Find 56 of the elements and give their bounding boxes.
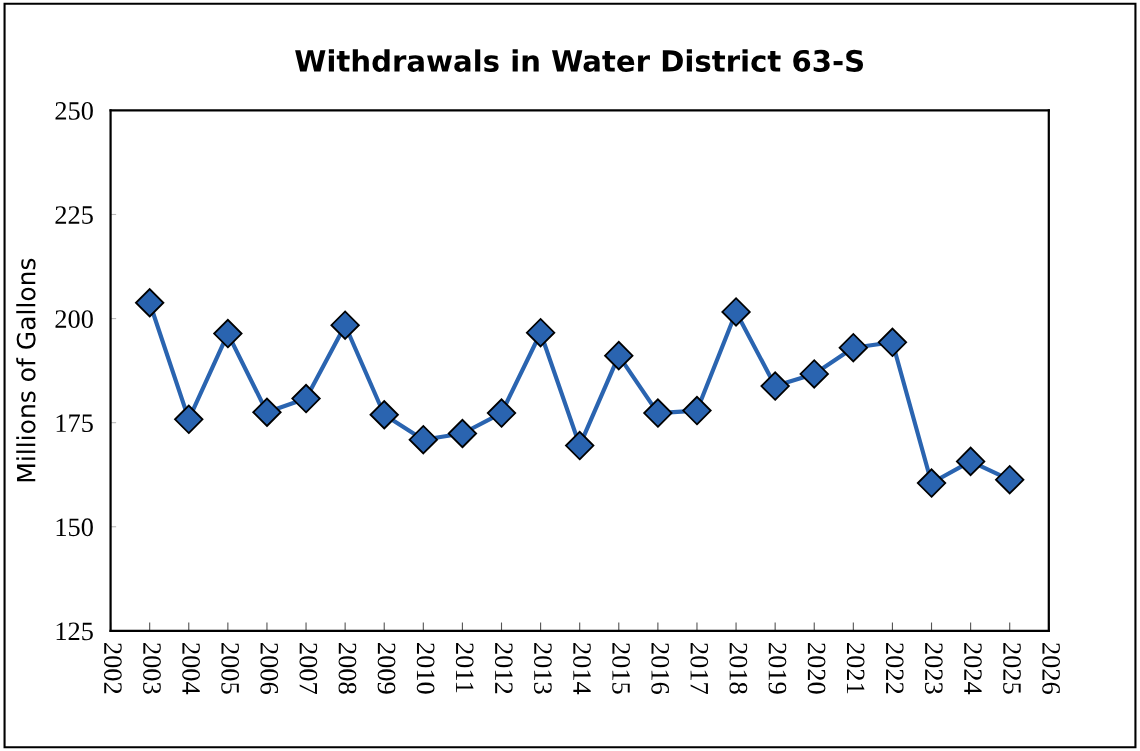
y-tick-label: 150 xyxy=(56,518,93,537)
point xyxy=(916,468,947,498)
x-tick-label: 2005 xyxy=(221,643,240,694)
point xyxy=(721,297,751,327)
x-tick-label: 2022 xyxy=(885,643,904,694)
x-tick-label: 2018 xyxy=(729,643,748,694)
point xyxy=(135,288,165,318)
x-tick-label: 2013 xyxy=(533,643,552,694)
point xyxy=(955,446,986,477)
chart-title: Withdrawals in Water District 63-S xyxy=(295,49,864,72)
point xyxy=(213,318,243,349)
x-tick-label: 2025 xyxy=(1003,643,1021,694)
x-tick-label: 2024 xyxy=(964,643,982,695)
y-tick-label: 175 xyxy=(56,414,93,433)
point xyxy=(799,359,829,389)
x-tick-label: 2003 xyxy=(143,643,161,694)
x-tick-label: 2021 xyxy=(846,643,865,694)
x-tick-label: 2014 xyxy=(573,643,591,695)
point xyxy=(604,340,634,371)
y-tick-label: 200 xyxy=(55,310,93,328)
point xyxy=(565,430,595,461)
x-tick-label: 2017 xyxy=(690,643,709,694)
y-tick-label: 250 xyxy=(55,102,93,120)
x-tick-label: 2007 xyxy=(299,643,318,694)
x-tick-label: 2004 xyxy=(182,643,200,695)
x-tick-label: 2010 xyxy=(416,643,435,694)
x-tick-label: 2020 xyxy=(807,643,826,694)
point xyxy=(330,310,360,340)
point xyxy=(252,397,282,427)
x-tick-label: 2008 xyxy=(338,643,357,694)
y-axis-title: Millions of Gallons xyxy=(16,258,36,482)
point xyxy=(369,400,399,430)
x-tick-label: 2026 xyxy=(1042,643,1060,694)
point xyxy=(682,395,712,426)
x-tick-label: 2011 xyxy=(455,643,474,693)
point xyxy=(643,398,673,428)
x-tick-label: 2012 xyxy=(494,643,513,694)
point xyxy=(838,333,868,363)
x-tick-label: 2016 xyxy=(651,643,670,694)
x-tick-label: 2015 xyxy=(612,643,630,694)
point xyxy=(447,418,478,449)
point xyxy=(291,383,321,414)
x-tick-label: 2002 xyxy=(103,643,122,694)
point xyxy=(995,465,1025,495)
point xyxy=(525,318,556,348)
point xyxy=(760,371,790,401)
point xyxy=(877,327,908,357)
x-tick-label: 2023 xyxy=(924,643,943,694)
point xyxy=(486,398,517,428)
point xyxy=(408,425,438,455)
x-tick-label: 2019 xyxy=(768,643,787,694)
x-tick-label: 2006 xyxy=(260,643,279,694)
x-tick-label: 2009 xyxy=(377,643,396,694)
y-tick-label: 125 xyxy=(56,622,93,641)
y-tick-label: 225 xyxy=(55,206,93,224)
point xyxy=(174,404,204,434)
